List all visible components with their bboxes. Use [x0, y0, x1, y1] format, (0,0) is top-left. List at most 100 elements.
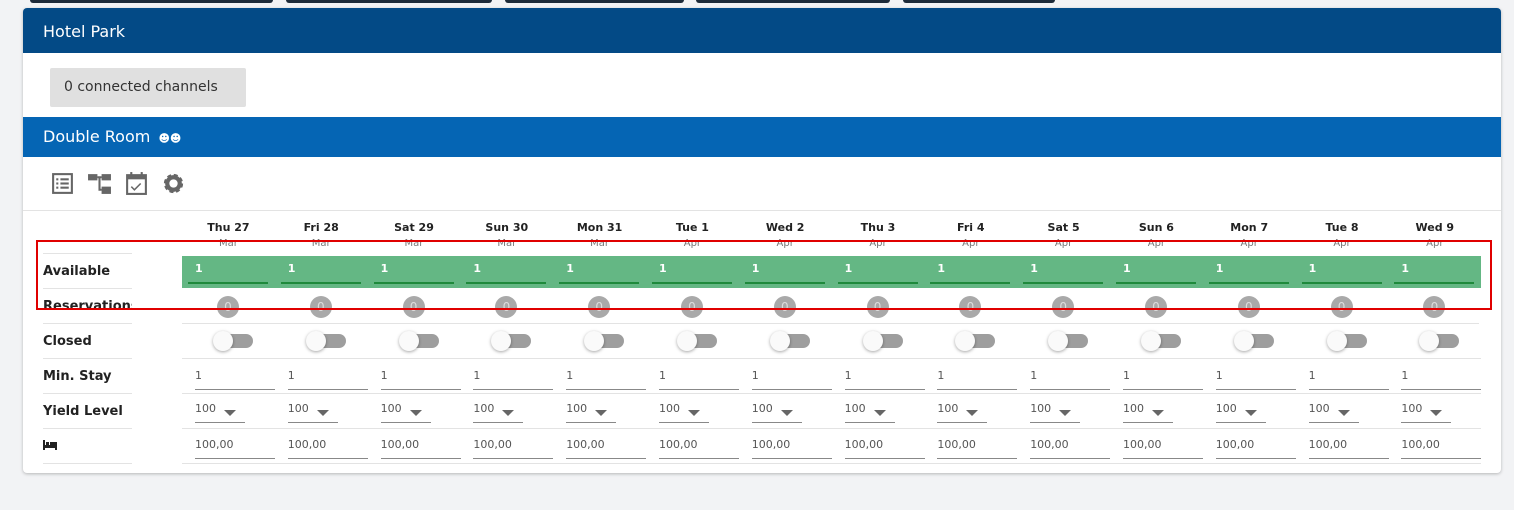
yield-level-select[interactable]: 100 [1123, 402, 1173, 423]
min-stay-input[interactable]: 1 [473, 369, 554, 390]
price-input[interactable]: 100,00 [1401, 438, 1482, 459]
available-value[interactable]: 1 [1215, 262, 1224, 275]
available-value[interactable]: 1 [937, 262, 946, 275]
min-stay-input[interactable]: 1 [751, 369, 832, 390]
yield-level-select[interactable]: 100 [1308, 402, 1359, 423]
price-input[interactable]: 100,00 [751, 438, 832, 459]
reservations-badge[interactable]: 0 [681, 296, 703, 318]
reservations-badge[interactable]: 0 [866, 296, 889, 318]
available-value[interactable]: 1 [195, 262, 203, 275]
min-stay-input[interactable]: 1 [195, 369, 275, 390]
chevron-down-icon[interactable] [873, 410, 886, 416]
price-input[interactable]: 100,00 [473, 438, 554, 459]
reservations-badge[interactable]: 0 [773, 296, 796, 318]
closed-toggle[interactable] [862, 331, 903, 351]
reservations-badge[interactable]: 0 [1330, 296, 1353, 318]
available-value[interactable]: 1 [287, 262, 296, 275]
price-input[interactable]: 100,00 [1308, 438, 1389, 459]
chevron-down-icon[interactable] [1337, 410, 1350, 416]
yield-level-select[interactable]: 100 [844, 402, 895, 423]
list-icon[interactable] [50, 171, 75, 196]
yield-level-select[interactable]: 100 [659, 402, 709, 423]
available-value[interactable]: 1 [1123, 262, 1131, 275]
chevron-down-icon[interactable] [1059, 410, 1072, 416]
reservations-badge[interactable]: 0 [959, 296, 982, 318]
price-input[interactable]: 100,00 [566, 438, 647, 459]
available-value[interactable]: 1 [844, 262, 853, 275]
chevron-down-icon[interactable] [966, 410, 979, 416]
available-value[interactable]: 1 [1308, 262, 1317, 275]
price-input[interactable]: 100,00 [195, 438, 275, 459]
available-value[interactable]: 1 [380, 262, 389, 275]
closed-toggle[interactable] [1233, 331, 1274, 351]
closed-toggle[interactable] [584, 331, 625, 351]
min-stay-input[interactable]: 1 [937, 369, 1018, 390]
reservations-badge[interactable]: 0 [495, 296, 518, 318]
min-stay-input[interactable]: 1 [566, 369, 647, 390]
price-input[interactable]: 100,00 [1030, 438, 1111, 459]
available-value[interactable]: 1 [566, 262, 574, 275]
min-stay-input[interactable]: 1 [844, 369, 925, 390]
top-tab[interactable] [903, 0, 1055, 3]
reservations-badge[interactable]: 0 [1145, 296, 1167, 318]
chevron-down-icon[interactable] [316, 410, 329, 416]
available-value[interactable]: 1 [659, 262, 667, 275]
min-stay-input[interactable]: 1 [1308, 369, 1389, 390]
closed-toggle[interactable] [677, 331, 717, 351]
min-stay-input[interactable]: 1 [1401, 369, 1482, 390]
yield-level-select[interactable]: 100 [1030, 402, 1081, 423]
closed-toggle[interactable] [1326, 331, 1367, 351]
closed-toggle[interactable] [491, 331, 532, 351]
gear-icon[interactable] [161, 171, 186, 196]
chevron-down-icon[interactable] [688, 410, 700, 416]
closed-toggle[interactable] [1048, 331, 1089, 351]
price-input[interactable]: 100,00 [287, 438, 368, 459]
yield-level-select[interactable]: 100 [473, 402, 524, 423]
closed-toggle[interactable] [1419, 331, 1460, 351]
min-stay-input[interactable]: 1 [659, 369, 739, 390]
reservations-badge[interactable]: 0 [1237, 296, 1260, 318]
reservations-badge[interactable]: 0 [1423, 296, 1446, 318]
min-stay-input[interactable]: 1 [380, 369, 461, 390]
yield-level-select[interactable]: 100 [566, 402, 617, 423]
min-stay-input[interactable]: 1 [1215, 369, 1296, 390]
yield-level-select[interactable]: 100 [195, 402, 245, 423]
available-value[interactable]: 1 [473, 262, 482, 275]
closed-toggle[interactable] [305, 331, 346, 351]
yield-level-select[interactable]: 100 [380, 402, 431, 423]
chevron-down-icon[interactable] [1244, 410, 1257, 416]
available-value[interactable]: 1 [1401, 262, 1410, 275]
chevron-down-icon[interactable] [224, 410, 236, 416]
available-value[interactable]: 1 [751, 262, 760, 275]
yield-level-select[interactable]: 100 [1215, 402, 1266, 423]
price-input[interactable]: 100,00 [380, 438, 461, 459]
price-input[interactable]: 100,00 [937, 438, 1018, 459]
available-value[interactable]: 1 [1030, 262, 1038, 275]
min-stay-input[interactable]: 1 [1123, 369, 1203, 390]
calendar-check-icon[interactable] [124, 171, 149, 196]
chevron-down-icon[interactable] [595, 410, 608, 416]
price-input[interactable]: 100,00 [844, 438, 925, 459]
yield-level-select[interactable]: 100 [287, 402, 338, 423]
yield-level-select[interactable]: 100 [751, 402, 802, 423]
min-stay-input[interactable]: 1 [287, 369, 368, 390]
min-stay-input[interactable]: 1 [1030, 369, 1111, 390]
closed-toggle[interactable] [1141, 331, 1181, 351]
chevron-down-icon[interactable] [409, 410, 422, 416]
yield-level-select[interactable]: 100 [937, 402, 988, 423]
closed-toggle[interactable] [398, 331, 439, 351]
chevron-down-icon[interactable] [1430, 410, 1443, 416]
yield-level-select[interactable]: 100 [1401, 402, 1452, 423]
price-input[interactable]: 100,00 [1215, 438, 1296, 459]
connected-channels-button[interactable]: 0 connected channels [50, 68, 246, 107]
chevron-down-icon[interactable] [1152, 410, 1164, 416]
reservations-badge[interactable]: 0 [309, 296, 332, 318]
price-input[interactable]: 100,00 [1123, 438, 1203, 459]
reservations-badge[interactable]: 0 [402, 296, 425, 318]
reservations-badge[interactable]: 0 [217, 296, 239, 318]
closed-toggle[interactable] [769, 331, 810, 351]
chevron-down-icon[interactable] [502, 410, 515, 416]
top-tab[interactable] [505, 0, 684, 3]
price-input[interactable]: 100,00 [659, 438, 739, 459]
reservations-badge[interactable]: 0 [1052, 296, 1075, 318]
